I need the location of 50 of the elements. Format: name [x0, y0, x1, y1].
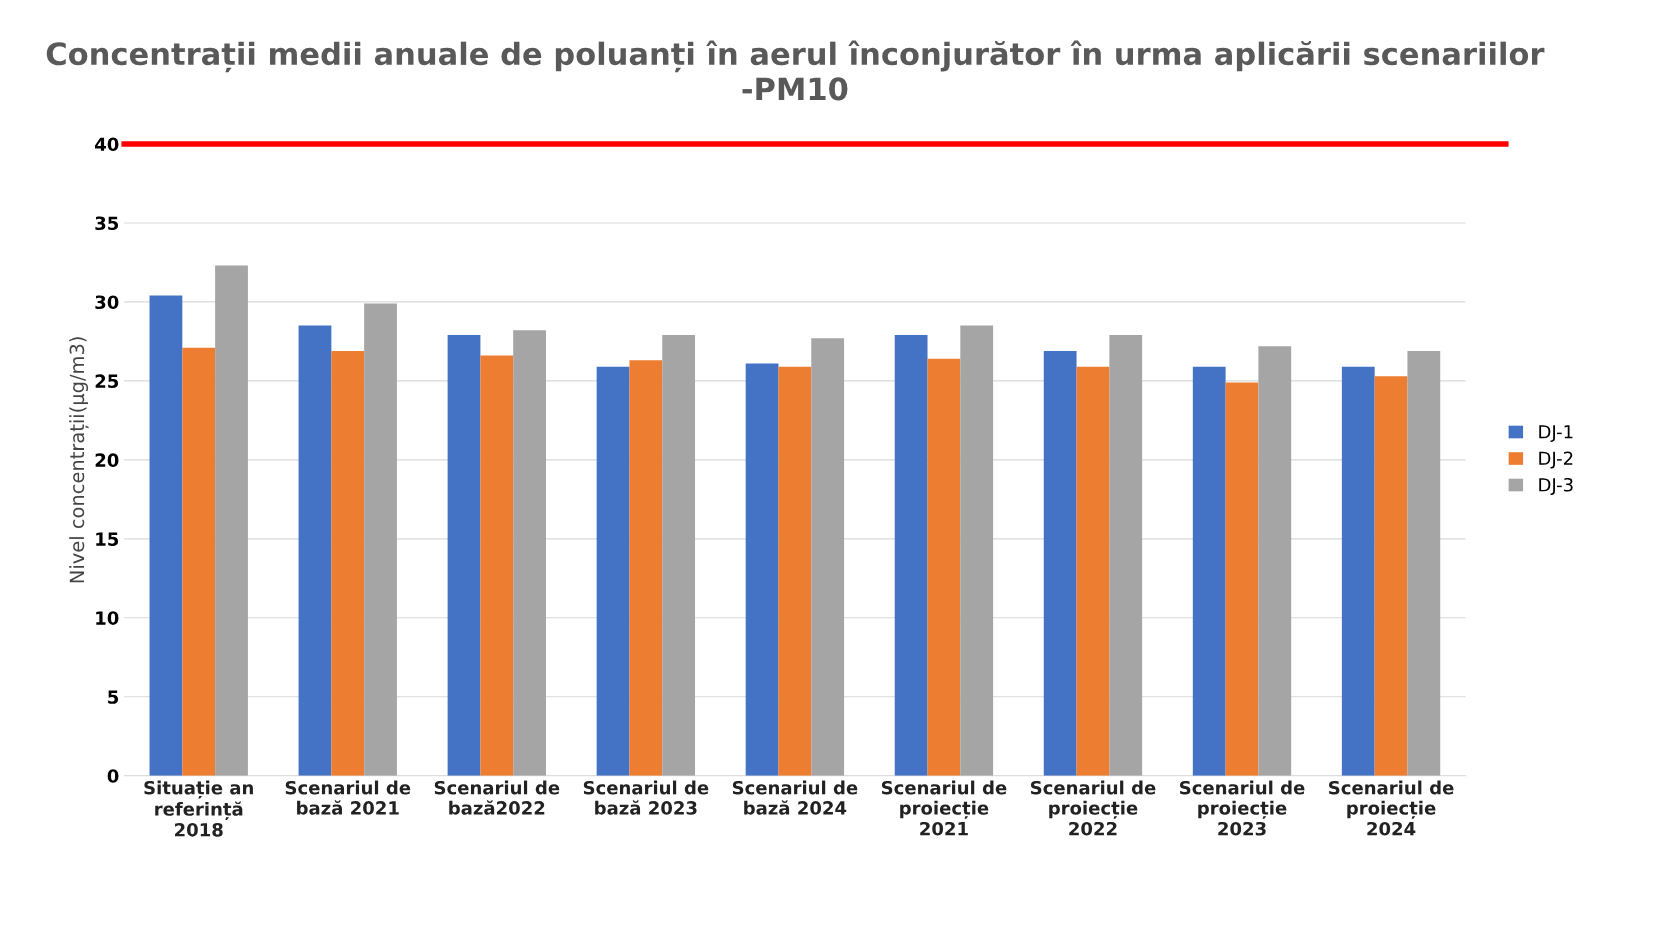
bar [364, 303, 397, 776]
bar [662, 335, 696, 776]
bar [1109, 335, 1143, 776]
y-tick-label: 10 [96, 611, 119, 625]
x-tick-label: Scenariul de bază2022 [434, 780, 560, 815]
bar [1258, 346, 1292, 776]
x-tick-label: Scenariul de bază 2024 [732, 780, 858, 815]
y-tick-label: 15 [96, 532, 119, 546]
y-tick-label: 25 [95, 374, 119, 389]
x-tick-label: Scenariul de proiecție 2024 [1329, 780, 1454, 836]
bar [596, 366, 630, 776]
y-tick-label: 5 [108, 690, 119, 704]
bar [1341, 366, 1375, 776]
bar [1374, 376, 1408, 776]
x-tick-label: Scenariul de bază 2023 [583, 780, 709, 815]
x-tick-label: Scenariul de bază 2021 [285, 780, 411, 815]
x-tick-label: Scenariul de proiecție 2023 [1180, 780, 1305, 836]
bar [1192, 366, 1226, 776]
bar [298, 325, 332, 776]
bar [182, 347, 216, 776]
bar [927, 358, 961, 776]
x-tick-label: Situație an referință 2018 [144, 780, 253, 837]
bar [149, 295, 183, 776]
bar [1407, 350, 1441, 776]
y-tick-label: 0 [107, 769, 119, 783]
y-tick-label: 30 [95, 295, 119, 310]
bar [513, 330, 546, 776]
y-tick-label: 35 [95, 216, 119, 231]
bar [778, 366, 812, 776]
legend-label: DJ-2 [1539, 451, 1573, 469]
bar [447, 335, 481, 776]
bar [1225, 382, 1259, 776]
bar [629, 360, 663, 776]
bar [1043, 350, 1077, 776]
y-tick-label: 20 [95, 453, 119, 467]
bar [811, 338, 845, 776]
bar [1076, 366, 1110, 776]
bar [894, 335, 928, 776]
y-axis-title: Nivel concentrații(µg/m3) [69, 337, 89, 583]
y-tick-label: 40 [95, 137, 119, 152]
legend-label: DJ-1 [1539, 425, 1573, 442]
bar [960, 325, 994, 776]
bar [480, 355, 514, 776]
x-tick-label: Scenariul de proiecție 2022 [1030, 780, 1156, 836]
chart-title: Concentrații medii anuale de poluanți în aerul înconjurător în urma aplicării scenariilor -PM10 [46, 40, 1545, 101]
x-tick-label: Scenariul de proiecție 2021 [881, 780, 1007, 836]
bar [745, 363, 779, 776]
bar [331, 350, 365, 776]
bar [215, 265, 248, 776]
legend-label: DJ-3 [1539, 477, 1573, 495]
